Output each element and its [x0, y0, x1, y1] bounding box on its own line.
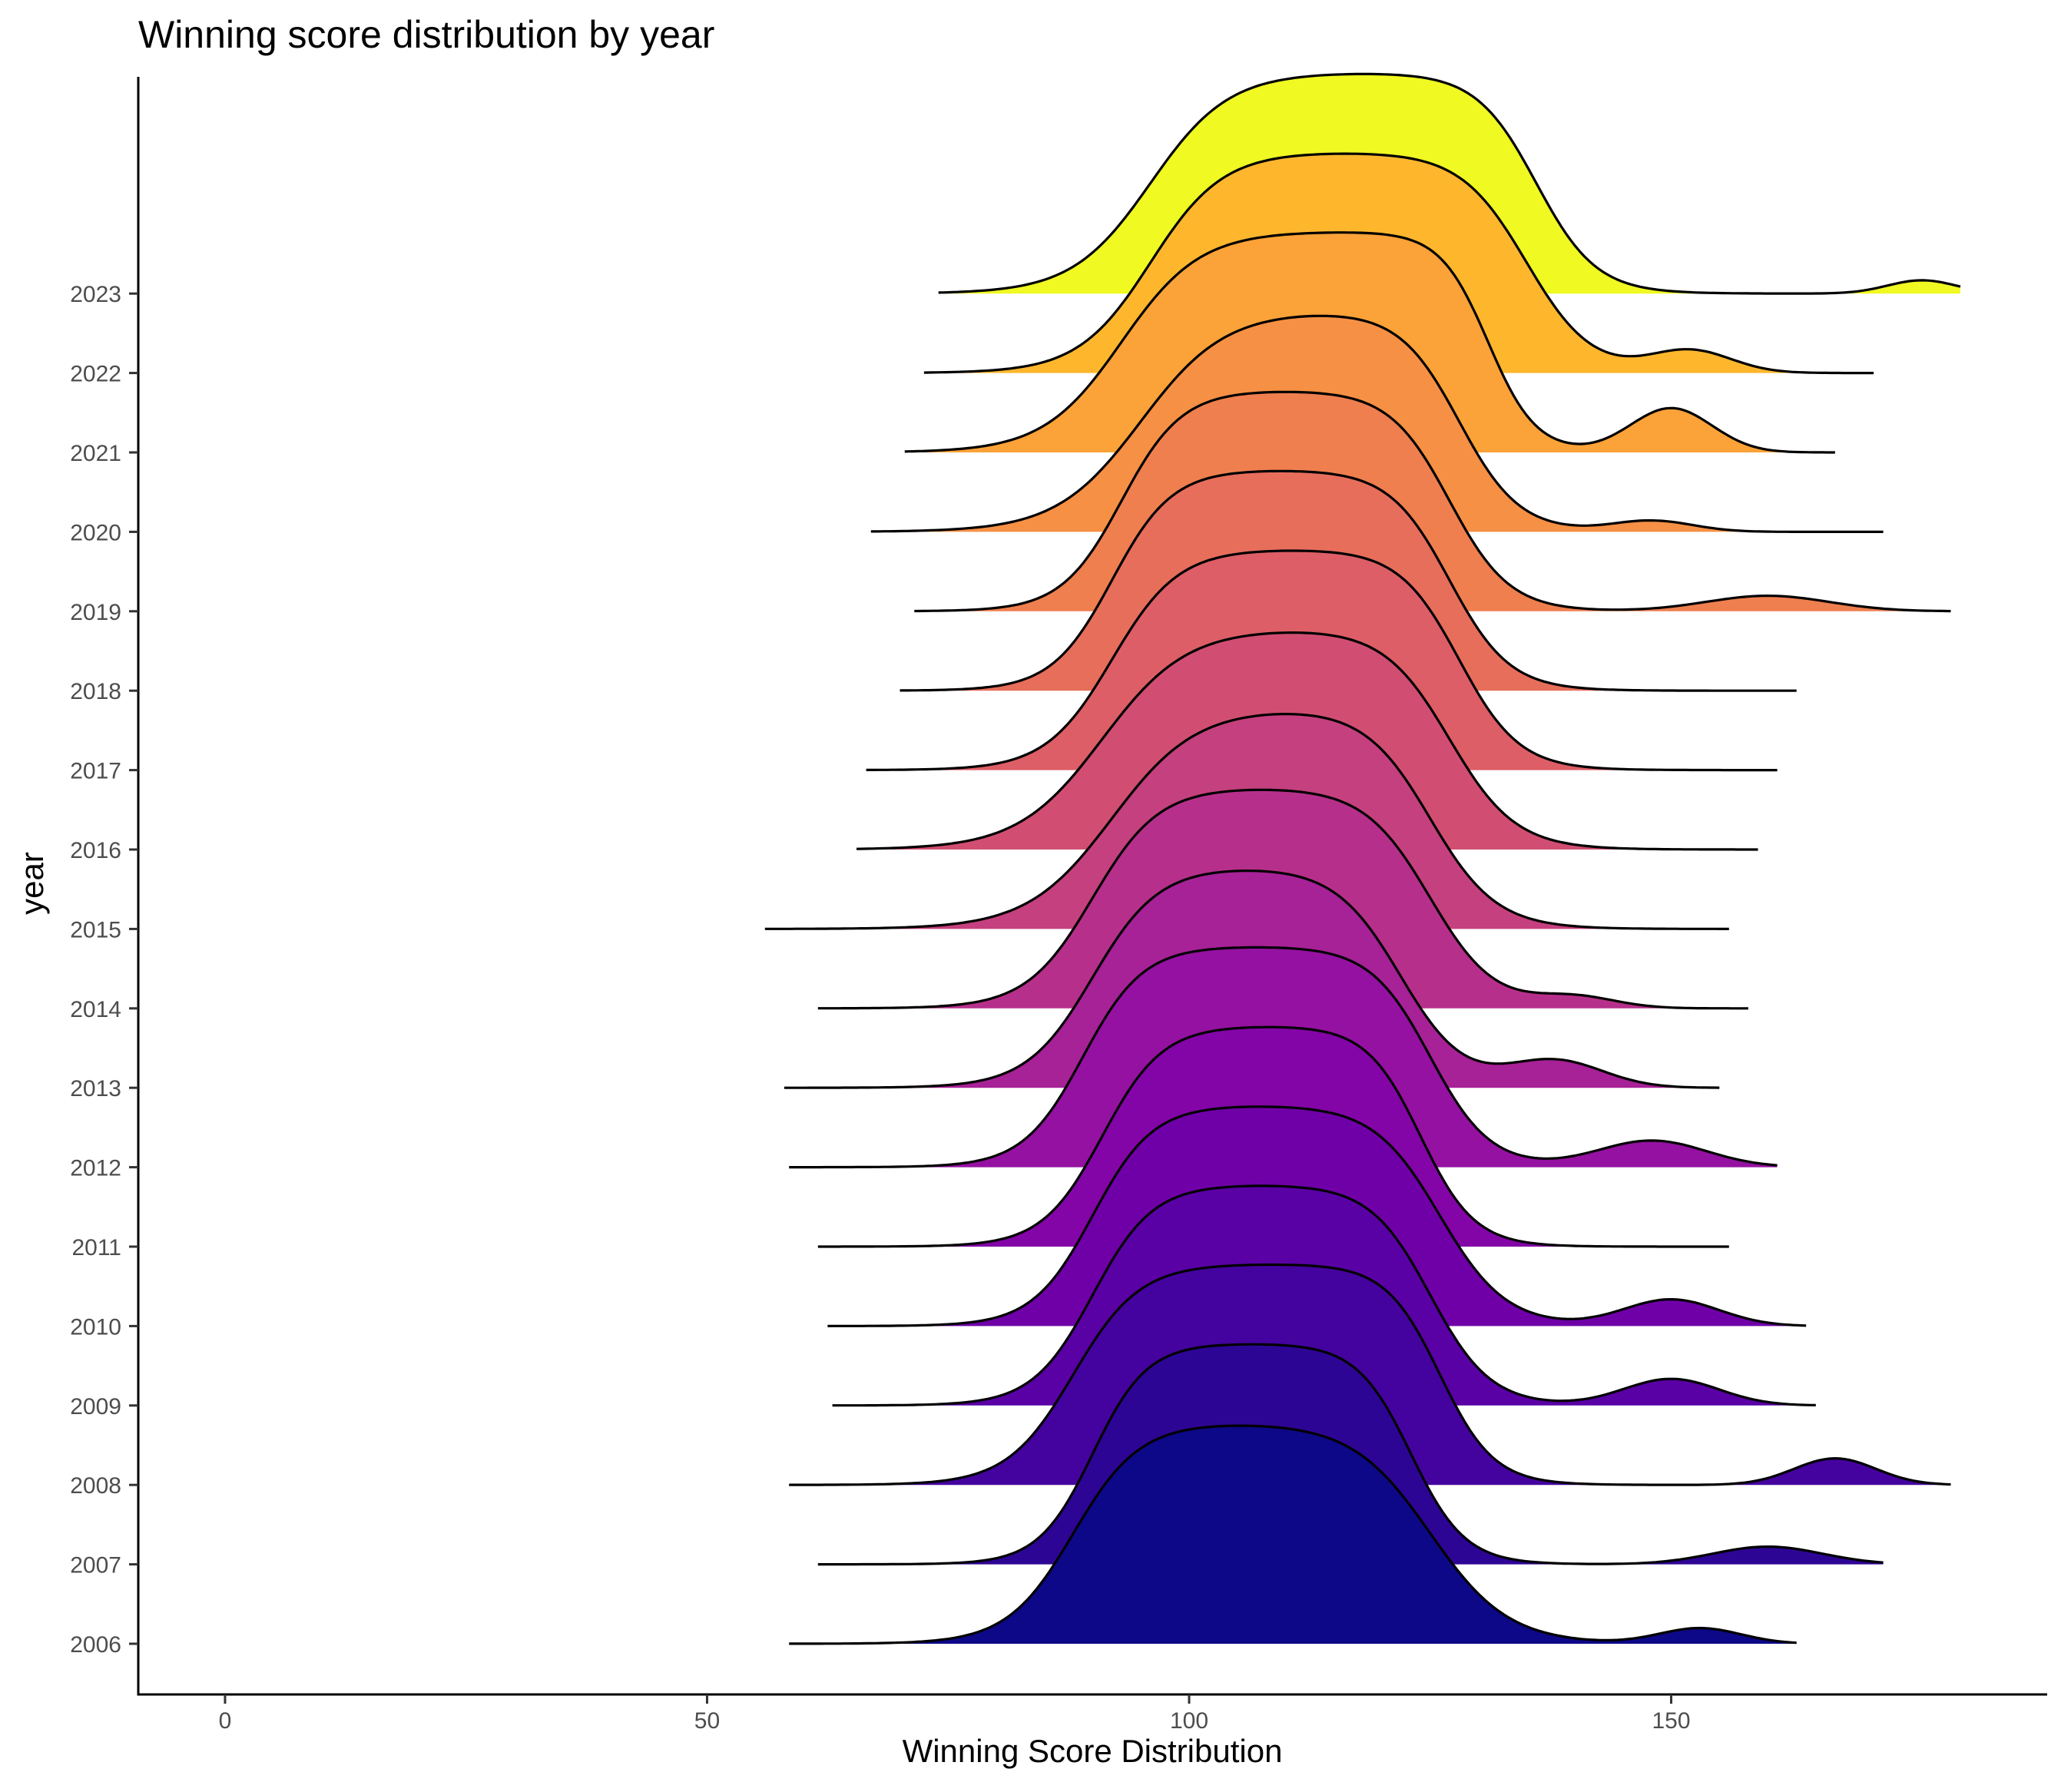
ridge-line-2015 — [764, 713, 1729, 930]
y-axis-ticks: 2023 2022 2021 2020 2019 2018 2017 2016 2015 2014… — [70, 282, 138, 1658]
ridge-line-2008 — [789, 1263, 1951, 1486]
x-axis-ticks: 0 50 100 150 — [219, 1694, 1691, 1734]
ridge-line-2017 — [866, 549, 1778, 772]
ridge-area-2008 — [789, 1264, 1951, 1486]
y-tick-label-2023: 2023 — [70, 282, 121, 307]
ridge-line-2016 — [856, 631, 1758, 851]
y-tick-label-2011: 2011 — [71, 1235, 121, 1260]
ridge-line-2018 — [900, 469, 1797, 692]
ridge-line-2007 — [817, 1343, 1884, 1566]
x-tick-label-0: 0 — [219, 1708, 232, 1734]
y-tick-label-2021: 2021 — [70, 441, 121, 466]
ridges-group — [764, 72, 1961, 1645]
y-tick-label-2018: 2018 — [70, 679, 121, 704]
y-tick-label-2017: 2017 — [70, 759, 121, 784]
y-tick-label-2014: 2014 — [70, 997, 121, 1022]
x-axis-title: Winning Score Distribution — [903, 1733, 1283, 1769]
y-tick-label-2012: 2012 — [70, 1156, 121, 1181]
y-tick-label-2007: 2007 — [70, 1553, 121, 1578]
y-tick-label-2020: 2020 — [70, 520, 121, 545]
ridge-line-2010 — [827, 1105, 1807, 1327]
ridge-line-2023 — [938, 72, 1961, 295]
ridge-line-2020 — [870, 314, 1884, 533]
y-tick-label-2010: 2010 — [70, 1314, 121, 1340]
ridge-line-2011 — [817, 1025, 1729, 1248]
y-tick-label-2013: 2013 — [70, 1076, 121, 1101]
chart-title: Winning score distribution by year — [138, 13, 714, 56]
y-tick-label-2016: 2016 — [70, 838, 121, 863]
y-tick-label-2022: 2022 — [70, 362, 121, 387]
ridge-line-2021 — [904, 231, 1835, 454]
ridge-line-2019 — [914, 390, 1951, 613]
ridge-line-2013 — [784, 870, 1720, 1089]
ridge-line-2012 — [789, 946, 1778, 1169]
x-tick-label-50: 50 — [694, 1708, 720, 1734]
ridge-line-2006 — [789, 1424, 1797, 1645]
ridge-area-2006 — [789, 1426, 1797, 1644]
x-tick-label-100: 100 — [1170, 1708, 1208, 1734]
y-axis-title: year — [14, 852, 50, 915]
y-tick-label-2006: 2006 — [70, 1632, 121, 1658]
y-tick-label-2009: 2009 — [70, 1394, 121, 1419]
ridge-line-2009 — [832, 1184, 1816, 1407]
ridge-line-2022 — [923, 152, 1874, 375]
y-tick-label-2019: 2019 — [70, 600, 121, 625]
ridge-line-2014 — [817, 788, 1748, 1010]
x-tick-label-150: 150 — [1652, 1708, 1690, 1734]
y-tick-label-2015: 2015 — [70, 917, 121, 942]
y-tick-label-2008: 2008 — [70, 1473, 121, 1499]
